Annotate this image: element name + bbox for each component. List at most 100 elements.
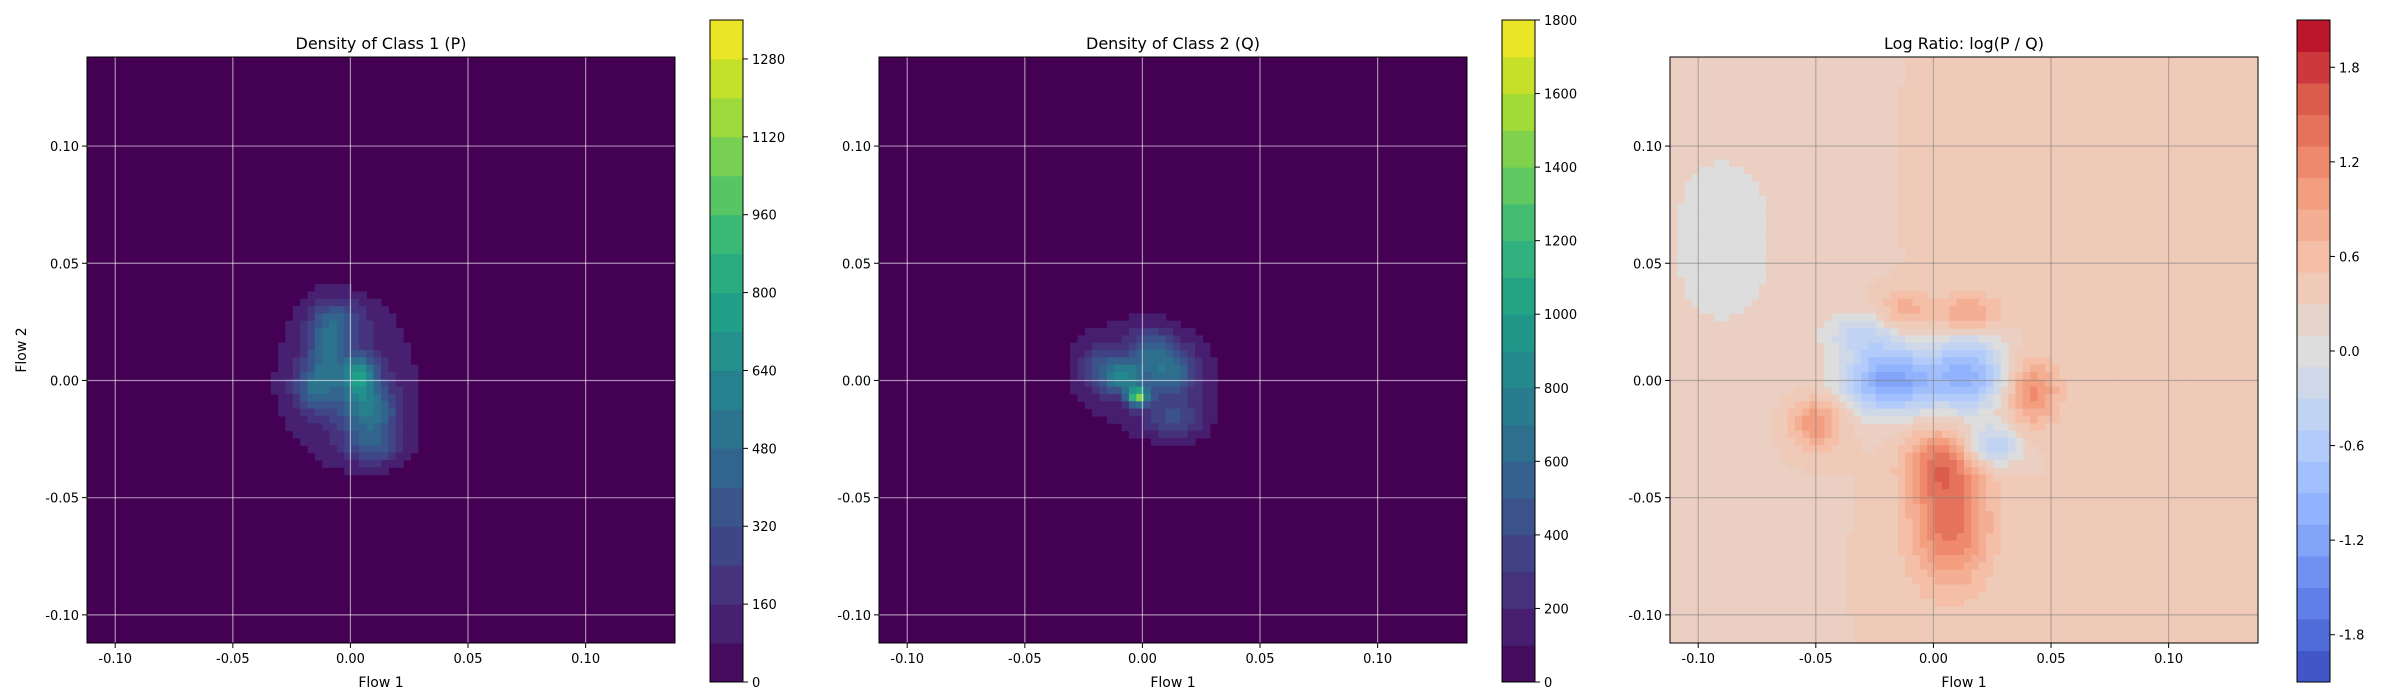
heatmap-cell: [2177, 591, 2186, 600]
heatmap-cell: [2022, 247, 2031, 256]
heatmap-cell: [307, 393, 316, 402]
heatmap-cell: [1934, 474, 1943, 483]
heatmap-cell: [1839, 350, 1847, 358]
heatmap-cell: [1070, 350, 1079, 358]
heatmap-cell: [1728, 291, 1737, 300]
heatmap-cell: [1978, 584, 1987, 593]
heatmap-cell: [2052, 562, 2061, 571]
heatmap-cell: [2000, 203, 2009, 212]
colorbar-segment: [1502, 240, 1535, 278]
heatmap-cell: [322, 445, 331, 454]
heatmap-cell: [2147, 218, 2156, 227]
heatmap-cell: [2199, 357, 2208, 366]
heatmap-cell: [2008, 247, 2017, 256]
heatmap-cell: [2088, 503, 2097, 512]
colorbar-frame: [1501, 19, 1536, 683]
heatmap-cell: [1180, 393, 1189, 402]
heatmap-cell: [1195, 401, 1203, 410]
heatmap-cell: [1919, 503, 1928, 512]
heatmap-cell: [1934, 364, 1943, 373]
heatmap-cell: [2008, 57, 2017, 65]
heatmap-cell: [2000, 284, 2009, 292]
heatmap-cell: [2213, 474, 2222, 483]
heatmap-cell: [1905, 452, 1914, 461]
heatmap-cell: [373, 467, 382, 476]
heatmap-cell: [1195, 335, 1203, 344]
heatmap-cell: [1964, 584, 1972, 593]
heatmap-cell: [2213, 152, 2222, 161]
heatmap-cell: [2147, 357, 2156, 366]
heatmap-cell: [1956, 371, 1965, 380]
heatmap-cell: [2184, 474, 2193, 483]
heatmap-cell: [2133, 371, 2141, 380]
heatmap-cell: [2140, 445, 2149, 454]
heatmap-cell: [2111, 540, 2119, 549]
heatmap-cell: [2030, 181, 2039, 190]
heatmap-cell: [1853, 467, 1862, 476]
heatmap-cell: [1993, 584, 2002, 593]
heatmap-cell: [2066, 503, 2075, 512]
heatmap-cell: [1861, 328, 1870, 336]
heatmap-cell: [1919, 474, 1928, 483]
heatmap-cell: [2206, 335, 2215, 344]
heatmap-cell: [2096, 313, 2105, 322]
heatmap-cell: [2066, 100, 2075, 109]
heatmap-cell: [2191, 174, 2200, 183]
heatmap-cell: [2184, 254, 2193, 263]
heatmap-cell: [1861, 562, 1870, 571]
heatmap-cell: [1743, 232, 1752, 241]
colorbar-segment: [710, 58, 743, 99]
heatmap-cell: [1809, 415, 1818, 424]
heatmap-cell: [1993, 130, 2002, 139]
heatmap-cell: [1949, 533, 1958, 542]
heatmap-cell: [2088, 621, 2097, 629]
heatmap-cell: [2030, 210, 2039, 219]
heatmap-cell: [2081, 386, 2090, 395]
heatmap-cell: [2066, 254, 2075, 263]
heatmap-cell: [2155, 533, 2164, 542]
heatmap-cell: [1831, 459, 1840, 468]
heatmap-cell: [1846, 313, 1855, 322]
heatmap-cell: [1846, 335, 1855, 344]
heatmap-cell: [1971, 71, 1980, 80]
heatmap-cell: [2111, 621, 2119, 629]
heatmap-cell: [1956, 474, 1965, 483]
heatmap-cell: [2125, 64, 2134, 73]
heatmap-cell: [2081, 577, 2090, 585]
heatmap-cell: [1919, 335, 1928, 344]
heatmap-cell: [2052, 547, 2061, 556]
heatmap-cell: [2184, 467, 2193, 476]
heatmap-cell: [2022, 401, 2031, 410]
heatmap-cell: [2066, 328, 2075, 336]
heatmap-cell: [2184, 408, 2193, 417]
heatmap-cell: [1993, 371, 2002, 380]
heatmap-cell: [1978, 555, 1987, 564]
heatmap-cell: [2125, 328, 2134, 336]
heatmap-cell: [2221, 276, 2230, 285]
heatmap-cell: [2008, 188, 2017, 197]
heatmap-cell: [2111, 628, 2119, 637]
heatmap-cell: [2037, 621, 2046, 629]
heatmap-cell: [2059, 166, 2068, 175]
heatmap-cell: [2015, 584, 2024, 593]
heatmap-cell: [1941, 122, 1950, 131]
heatmap-cell: [1964, 621, 1972, 629]
heatmap-cell: [2074, 100, 2083, 109]
heatmap-cell: [1964, 445, 1972, 454]
heatmap-cell: [2030, 269, 2039, 278]
heatmap-cell: [2118, 225, 2127, 234]
heatmap-cell: [2191, 130, 2200, 139]
heatmap-cell: [2022, 481, 2031, 490]
heatmap-cell: [2155, 328, 2164, 336]
heatmap-cell: [1905, 445, 1914, 454]
heatmap-cell: [2000, 364, 2009, 373]
heatmap-cell: [1187, 423, 1196, 432]
heatmap-cell: [1721, 276, 1730, 285]
heatmap-cell: [2184, 489, 2193, 498]
heatmap-cell: [2044, 437, 2053, 446]
heatmap-cell: [1964, 122, 1972, 131]
heatmap-cell: [2066, 115, 2075, 124]
heatmap-cell: [2059, 467, 2068, 476]
heatmap-cell: [2199, 496, 2208, 505]
heatmap-cell: [1934, 423, 1943, 432]
